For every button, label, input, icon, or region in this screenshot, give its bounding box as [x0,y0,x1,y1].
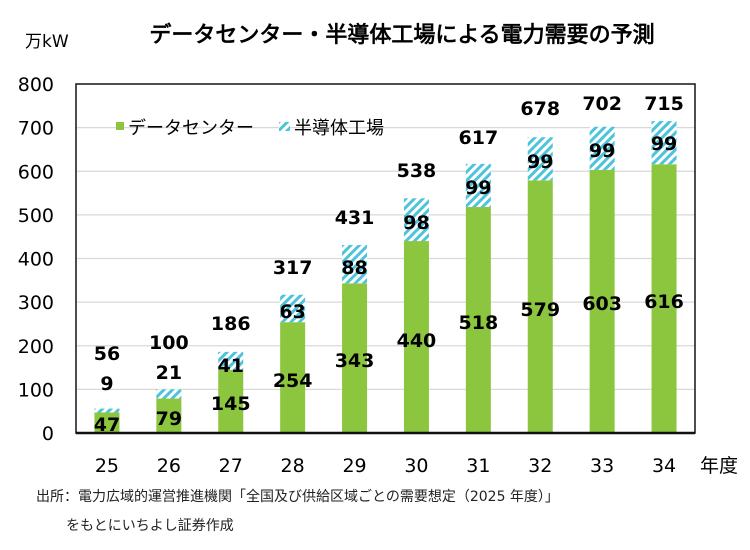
semiconductor-value-label: 41 [218,355,244,377]
bar-semiconductor [465,163,491,208]
total-label: 56 [94,343,120,365]
datacenter-value-label: 254 [273,370,313,392]
y-tick-label: 200 [18,336,54,358]
y-tick-label: 500 [18,205,54,227]
x-tick-label: 32 [528,455,552,477]
x-tick-label: 26 [157,455,181,477]
semiconductor-value-label: 99 [651,133,677,155]
bar-datacenter [94,412,120,433]
datacenter-value-label: 440 [397,330,437,352]
bar-datacenter [465,207,491,433]
x-tick-label: 34 [652,455,676,477]
datacenter-value-label: 518 [459,312,499,334]
total-label: 100 [149,332,189,354]
y-tick-label: 0 [42,423,54,445]
total-label: 678 [520,98,560,120]
x-tick-label: 31 [466,455,490,477]
bar-datacenter [589,169,615,433]
total-label: 715 [644,93,684,115]
chart-title: データセンター・半導体工場による電力需要の予測 [149,22,654,48]
y-tick-label: 300 [18,292,54,314]
bar-datacenter [218,369,244,433]
semiconductor-value-label: 9 [100,373,113,395]
legend-label-datacenter: データセンター [128,118,254,139]
bar-datacenter [342,283,368,433]
x-tick-label: 28 [281,455,305,477]
x-tick-label: 30 [404,455,428,477]
source-note-line2: をもとにいちよし証券作成 [66,518,234,534]
y-axis-ticks: 0 100 200 300 400 500 600 700 800 [18,74,54,445]
y-axis-unit-label: 万kW [25,32,69,52]
y-tick-label: 700 [18,118,54,140]
bar-semiconductor [589,126,615,170]
x-tick-label: 27 [219,455,243,477]
bars [94,121,677,433]
total-label: 702 [582,93,622,115]
x-tick-label: 25 [95,455,119,477]
semiconductor-value-label: 88 [341,257,367,279]
bar-semiconductor [651,121,677,165]
x-axis-label: 年度 [700,455,738,477]
gridlines [76,126,695,391]
datacenter-value-label: 603 [582,293,622,315]
total-label: 617 [459,127,499,149]
semiconductor-value-label: 99 [589,140,615,162]
bar-semiconductor [527,137,553,181]
total-label: 317 [273,257,313,279]
source-note-line1: 出所：電力広域的運営推進機関「全国及び供給区域ごとの需要想定（2025 年度）」 [36,489,559,505]
bar-datacenter [280,322,306,433]
bar-semiconductor [403,198,429,242]
bar-semiconductor [280,294,306,323]
legend-swatch-semiconductor [279,122,290,131]
x-axis-ticks: 25 26 27 28 29 30 31 32 33 34 [95,455,676,477]
y-tick-label: 800 [18,74,54,96]
bar-datacenter [156,398,182,433]
x-tick-label: 29 [342,455,366,477]
semiconductor-value-label: 99 [465,177,491,199]
datacenter-value-label: 343 [335,350,375,372]
legend-swatch-datacenter [116,122,124,130]
semiconductor-value-label: 63 [279,301,305,323]
legend: データセンター 半導体工場 [116,118,384,139]
y-tick-label: 100 [18,379,54,401]
bar-datacenter [527,180,553,433]
legend-label-semiconductor: 半導体工場 [294,118,384,139]
x-tick-label: 33 [590,455,614,477]
datacenter-value-label: 145 [211,393,251,415]
bar-semiconductor [156,389,182,399]
bar-datacenter [651,164,677,433]
datacenter-value-label: 47 [94,414,120,436]
y-tick-label: 400 [18,249,54,271]
datacenter-value-label: 79 [156,408,182,430]
bar-semiconductor [94,408,120,413]
bar-semiconductor [342,244,368,284]
semiconductor-value-label: 99 [527,151,553,173]
total-label: 431 [335,207,375,229]
datacenter-value-label: 616 [644,291,684,313]
bar-semiconductor [218,351,244,370]
semiconductor-value-label: 98 [403,212,429,234]
y-tick-label: 600 [18,161,54,183]
bar-datacenter [403,241,429,433]
total-label: 186 [211,313,251,335]
total-label: 538 [397,160,437,182]
datacenter-value-label: 579 [520,299,560,321]
data-labels: 56 9 47 100 21 79 186 41 145 317 63 254 431 88 343 538 9… [94,93,684,436]
semiconductor-value-label: 21 [156,362,182,384]
